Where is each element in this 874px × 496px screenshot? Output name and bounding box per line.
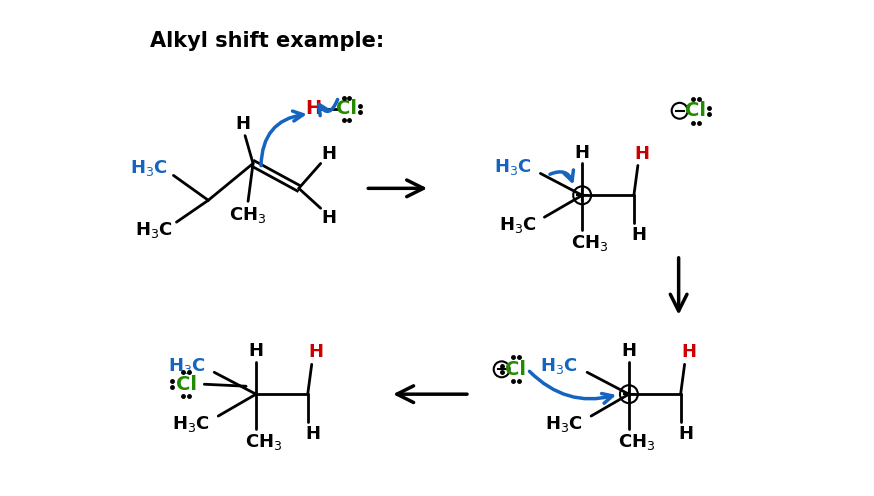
Text: H: H <box>321 209 336 227</box>
Text: H: H <box>631 226 647 244</box>
Text: Cl: Cl <box>505 360 526 379</box>
Text: H: H <box>635 144 649 163</box>
Text: CH$_3$: CH$_3$ <box>229 205 267 225</box>
Text: CH$_3$: CH$_3$ <box>572 233 609 253</box>
Text: Cl: Cl <box>176 375 197 394</box>
Text: H$_3$C: H$_3$C <box>499 215 537 235</box>
Text: H$_3$C: H$_3$C <box>129 158 168 179</box>
Text: H: H <box>306 99 322 118</box>
Text: H: H <box>575 143 590 162</box>
Text: H: H <box>321 144 336 163</box>
Text: CH$_3$: CH$_3$ <box>246 432 282 452</box>
Text: H: H <box>681 343 696 362</box>
Text: H: H <box>678 425 693 443</box>
Text: H: H <box>309 343 323 362</box>
Text: H: H <box>236 115 251 133</box>
Text: H$_3$C: H$_3$C <box>168 356 205 376</box>
Text: H$_3$C: H$_3$C <box>135 220 172 240</box>
Text: Cl: Cl <box>336 99 357 118</box>
Text: H: H <box>305 425 320 443</box>
Text: H$_3$C: H$_3$C <box>540 356 579 376</box>
Text: H: H <box>621 342 636 361</box>
Text: CH$_3$: CH$_3$ <box>618 432 656 452</box>
Text: H$_3$C: H$_3$C <box>494 157 531 178</box>
Text: H$_3$C: H$_3$C <box>545 414 583 434</box>
Text: Alkyl shift example:: Alkyl shift example: <box>149 31 384 51</box>
Text: Cl: Cl <box>685 101 706 120</box>
Text: H$_3$C: H$_3$C <box>172 414 211 434</box>
Text: H: H <box>248 342 264 361</box>
